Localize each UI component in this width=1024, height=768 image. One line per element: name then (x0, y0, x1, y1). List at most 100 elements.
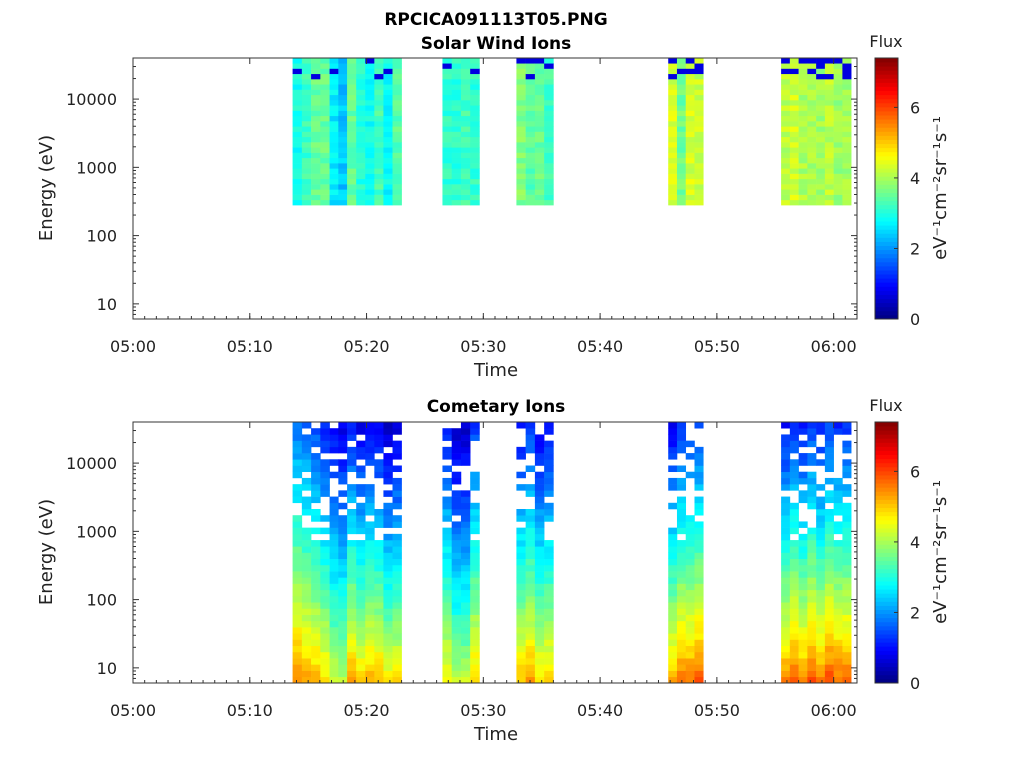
heatmap-cell (534, 639, 545, 647)
heatmap-cell (668, 564, 678, 572)
heatmap-cell (781, 546, 791, 553)
heatmap-cell (807, 571, 817, 578)
heatmap-cell (329, 157, 339, 164)
heatmap-cell (470, 676, 480, 684)
heatmap-cell (525, 199, 536, 206)
heatmap-cell (311, 184, 321, 190)
heatmap-cell (842, 645, 852, 653)
heatmap-cell (685, 184, 695, 190)
heatmap-cell (807, 163, 817, 169)
colorbar-step (875, 164, 898, 169)
heatmap-cell (311, 126, 321, 132)
heatmap-cell (374, 589, 384, 597)
heatmap-cell (470, 546, 480, 553)
heatmap-cell (338, 651, 348, 659)
heatmap-cell (356, 571, 366, 578)
heatmap-cell (516, 184, 526, 190)
heatmap-cell (347, 527, 357, 535)
heatmap-cell (789, 676, 799, 684)
heatmap-cell (781, 89, 791, 96)
heatmap-cell (842, 633, 852, 640)
heatmap-cell (842, 571, 852, 578)
heatmap-cell (356, 546, 366, 553)
heatmap-cell (807, 136, 817, 143)
heatmap-cell (807, 152, 817, 159)
heatmap-cell (798, 422, 808, 429)
heatmap-cell (347, 546, 357, 553)
heatmap-cell (320, 178, 330, 185)
heatmap-cell (470, 608, 480, 615)
heatmap-cell (824, 627, 834, 634)
heatmap-cell (685, 142, 695, 148)
heatmap-cell (685, 670, 695, 678)
heatmap-cell (301, 100, 312, 106)
heatmap-cell (442, 199, 452, 206)
colorbar-step (875, 176, 898, 181)
heatmap-cell (356, 168, 366, 174)
heatmap-cell (781, 189, 791, 195)
heatmap-cell (534, 58, 545, 64)
heatmap-cell (356, 84, 366, 90)
heatmap-cell (816, 63, 826, 69)
heatmap-cell (470, 627, 480, 634)
heatmap-cell (824, 515, 834, 522)
heatmap-cell (544, 577, 554, 584)
heatmap-cell (525, 509, 536, 516)
heatmap-cell (516, 63, 526, 69)
colorbar-tick-label: 0 (910, 310, 920, 329)
heatmap-cell (365, 100, 375, 106)
heatmap-cell (544, 645, 554, 653)
heatmap-cell (320, 645, 330, 653)
heatmap-cell (789, 434, 799, 441)
heatmap-cell (311, 608, 321, 615)
heatmap-cell (383, 502, 393, 510)
colorbar-tick-label: 6 (910, 462, 920, 481)
heatmap-cell (292, 496, 303, 504)
heatmap-cell (392, 558, 402, 566)
heatmap-cell (292, 168, 303, 174)
heatmap-cell (311, 142, 321, 148)
heatmap-cell (668, 58, 678, 64)
heatmap-cell (383, 157, 393, 164)
heatmap-cell (311, 515, 321, 522)
heatmap-cell (694, 509, 704, 516)
heatmap-cell (816, 608, 826, 615)
heatmap-cell (338, 100, 348, 106)
heatmap-cell (292, 639, 303, 647)
heatmap-cell (668, 602, 678, 609)
x-tick-label: 06:00 (811, 337, 857, 356)
heatmap-cell (807, 147, 817, 153)
heatmap-cell (781, 521, 791, 528)
heatmap-cell (816, 571, 826, 578)
colorbar-unit-label: eV⁻¹cm⁻²sr⁻¹s⁻¹ (930, 480, 951, 624)
heatmap-cell (816, 189, 826, 195)
heatmap-cell (534, 589, 545, 597)
heatmap-cell (356, 515, 366, 522)
heatmap-cell (833, 94, 843, 101)
heatmap-cell (374, 168, 384, 174)
heatmap-cell (516, 115, 526, 122)
colorbar-step (875, 168, 898, 173)
heatmap-cell (460, 100, 471, 106)
heatmap-cell (392, 79, 402, 85)
heatmap-cell (460, 142, 471, 148)
heatmap-cell (668, 440, 678, 448)
heatmap-cell (442, 152, 452, 159)
heatmap-cell (383, 173, 393, 180)
heatmap-cell (442, 178, 452, 185)
heatmap-cell (392, 100, 402, 106)
heatmap-cell (676, 583, 687, 591)
heatmap-cell (460, 73, 471, 80)
heatmap-cell (470, 564, 480, 572)
heatmap-cell (338, 627, 348, 634)
heatmap-cell (320, 163, 330, 169)
heatmap-cell (442, 63, 452, 69)
heatmap-cell (668, 121, 678, 127)
heatmap-cell (311, 63, 321, 69)
heatmap-cell (668, 596, 678, 603)
heatmap-cell (365, 676, 375, 684)
heatmap-cell (301, 658, 312, 665)
heatmap-cell (781, 515, 791, 522)
heatmap-cell (789, 471, 799, 479)
heatmap-cell (460, 658, 471, 665)
